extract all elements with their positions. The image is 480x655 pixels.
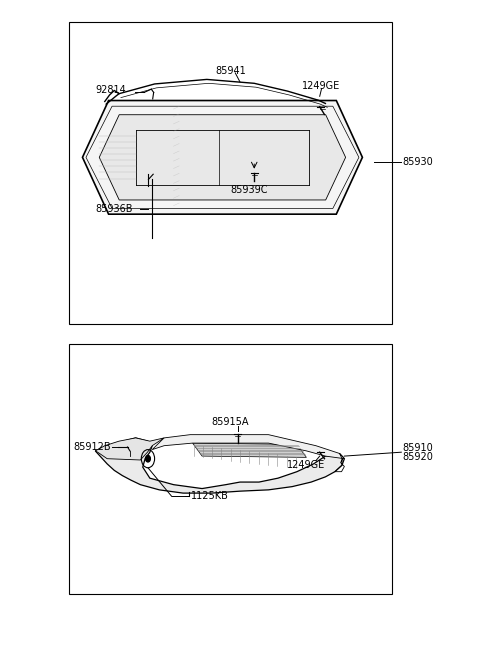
Polygon shape (99, 115, 346, 200)
Text: 85915A: 85915A (212, 417, 249, 427)
Text: 85920: 85920 (403, 453, 433, 462)
Text: 85939C: 85939C (230, 185, 268, 195)
Polygon shape (152, 435, 344, 458)
Bar (69, 344, 392, 594)
Text: 85910: 85910 (403, 443, 433, 453)
Text: 85930: 85930 (403, 157, 433, 167)
Circle shape (145, 455, 150, 462)
Text: 92814: 92814 (96, 84, 126, 95)
Polygon shape (96, 438, 344, 493)
Text: 85936B: 85936B (96, 204, 133, 214)
Bar (69, 22, 392, 324)
Text: 85912B: 85912B (73, 442, 110, 452)
Text: 1249GE: 1249GE (301, 81, 340, 91)
Polygon shape (96, 438, 164, 460)
Text: 85941: 85941 (216, 66, 246, 76)
Text: 1249GE: 1249GE (287, 460, 325, 470)
Text: 1125KB: 1125KB (191, 491, 228, 501)
Polygon shape (192, 443, 306, 457)
Polygon shape (83, 100, 362, 214)
